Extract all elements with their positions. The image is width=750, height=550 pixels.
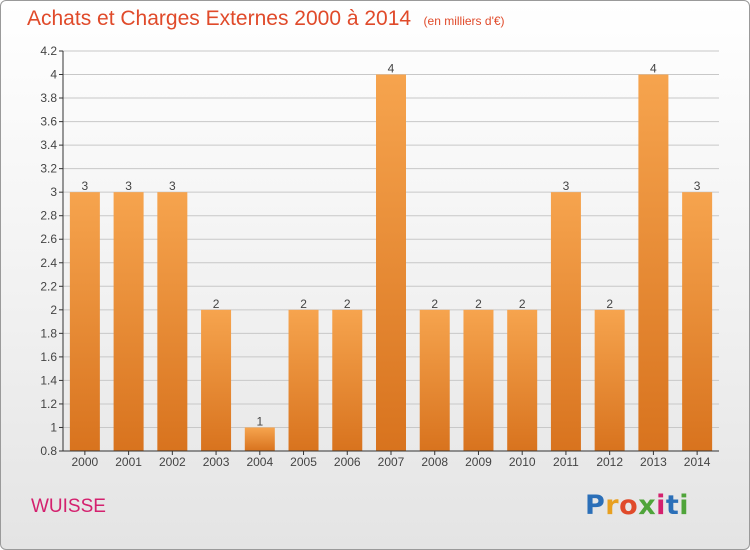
bar-2009 [463,309,494,451]
data-label: 2 [606,297,613,311]
data-label: 1 [256,414,263,428]
data-label: 2 [300,297,307,311]
bar-2013 [638,74,669,451]
bars [69,74,713,452]
bar-2010 [507,309,538,451]
bar-2012 [594,309,625,451]
x-tick-label: 2013 [640,455,667,469]
y-tick-label: 3.2 [40,162,57,176]
y-tick-label: 2.8 [40,209,57,223]
x-tick-label: 2010 [509,455,536,469]
x-tick-label: 2014 [684,455,711,469]
y-tick-label: 1.6 [40,350,57,364]
y-tick-label: 2.4 [40,256,57,270]
data-label: 3 [125,179,132,193]
y-tick-label: 1 [50,420,57,434]
bar-2003 [201,309,232,451]
chart-title: Achats et Charges Externes 2000 à 2014 [27,7,412,30]
data-label: 4 [388,62,395,76]
data-label: 2 [344,297,351,311]
data-label: 2 [475,297,482,311]
y-tick-label: 4.2 [40,44,57,58]
logo-letter: t [665,490,680,521]
bar-2001 [113,192,144,452]
data-label: 4 [650,62,657,76]
y-tick-label: 2.2 [40,279,57,293]
y-tick-label: 2 [50,303,57,317]
bar-2006 [332,309,363,451]
axes [59,50,719,455]
data-label: 2 [213,297,220,311]
logo-letter: o [619,490,639,521]
y-tick-label: 3.4 [40,138,57,152]
data-label: 3 [169,179,176,193]
bar-2011 [550,192,581,452]
x-tick-label: 2006 [334,455,361,469]
y-tick-label: 0.8 [40,444,57,458]
y-tick-label: 1.8 [40,326,57,340]
x-tick-label: 2007 [378,455,405,469]
y-tick-label: 1.4 [40,373,57,387]
data-label: 3 [563,179,570,193]
logo-letter: i [679,490,690,521]
x-tick-label: 2011 [553,455,579,469]
logo-letter: r [605,490,620,521]
bar-2008 [419,309,450,451]
data-label: 2 [431,297,438,311]
labels: 0.8 1 1.2 1.4 1.6 1.8 2 2.2 2.4 2.6 2.8 3 3.2 3.4 3.6 3… [40,44,710,469]
x-tick-label: 2009 [465,455,492,469]
y-tick-label: 1.2 [40,397,57,411]
data-label: 3 [694,179,701,193]
logo-letter: P [585,490,606,521]
bar-2000 [69,192,100,452]
x-tick-label: 2008 [421,455,448,469]
place-name: WUISSE [31,496,106,517]
chart-unit: (en milliers d'€) [423,14,505,28]
bar-2002 [157,192,188,452]
x-tick-label: 2003 [203,455,230,469]
y-tick-label: 2.6 [40,232,57,246]
proxiti-logo: Proxiti [585,490,689,521]
bar-2014 [682,192,713,452]
logo-letter: x [638,490,657,521]
logo-letter: i [656,490,666,521]
x-tick-label: 2001 [115,455,142,469]
y-tick-label: 3.6 [40,115,57,129]
bar-2007 [376,74,406,451]
x-tick-label: 2002 [159,455,186,469]
y-tick-label: 4 [50,68,57,82]
data-label: 3 [82,179,89,193]
y-tick-label: 3.8 [40,91,57,105]
x-tick-label: 2005 [290,455,317,469]
bar-2005 [288,309,319,451]
data-label: 2 [519,297,526,311]
x-tick-label: 2004 [246,455,273,469]
x-tick-label: 2000 [72,455,99,469]
x-tick-label: 2012 [596,455,623,469]
bar-2004 [244,427,275,451]
chart-title-block: Achats et Charges Externes 2000 à 2014 (… [27,7,505,31]
y-tick-label: 3 [50,185,57,199]
